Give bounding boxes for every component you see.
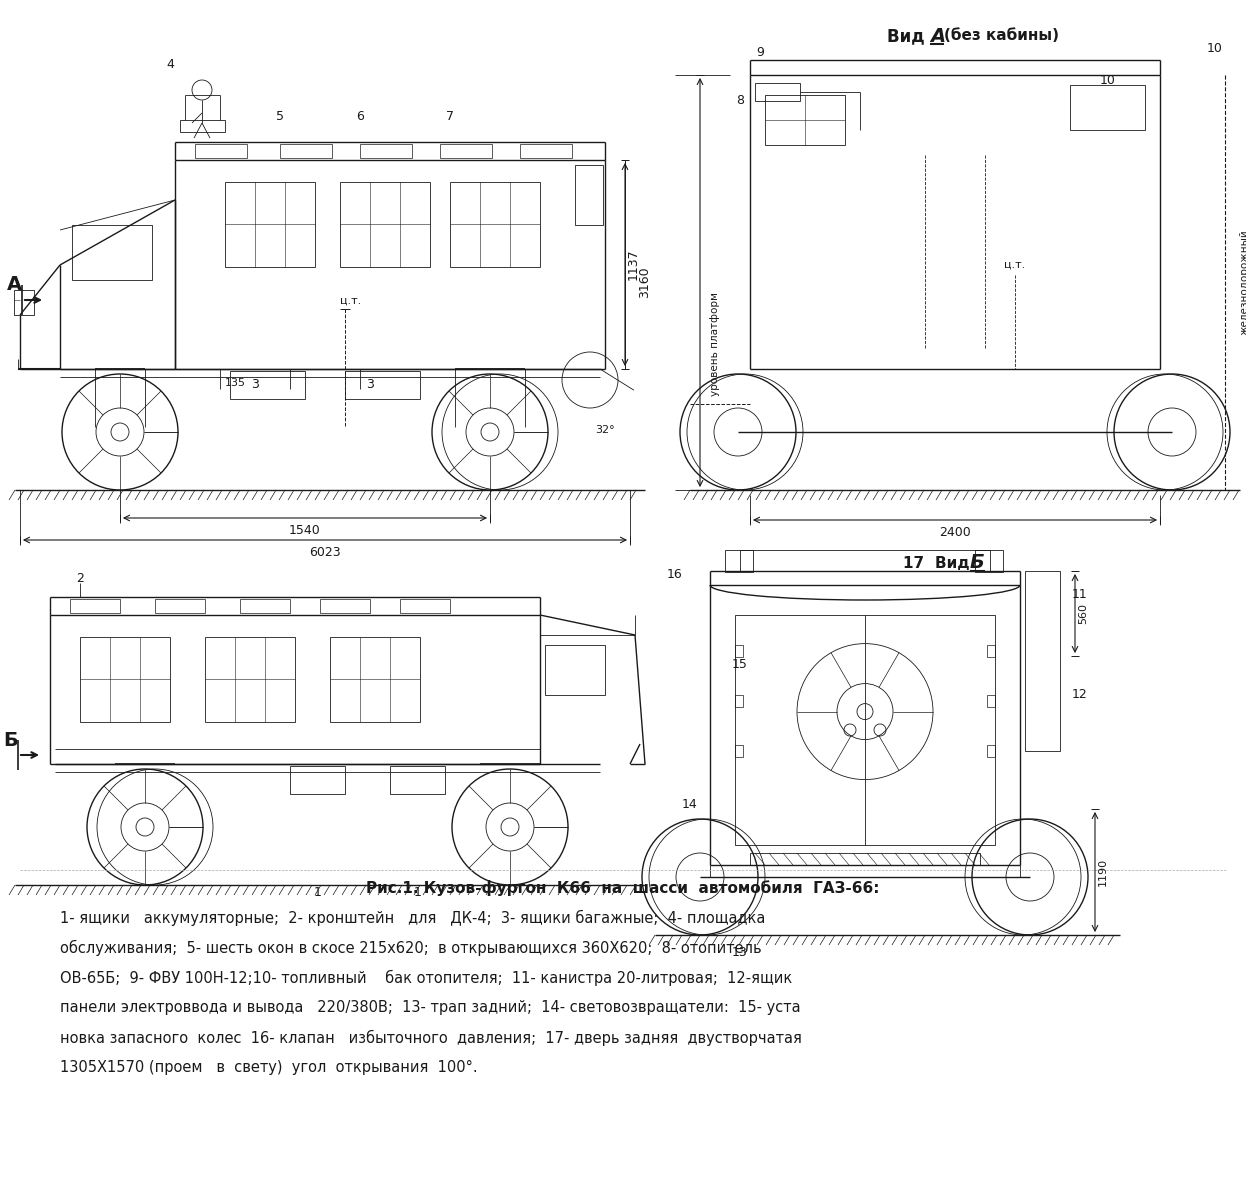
Text: Б: Б <box>969 553 984 572</box>
Text: обслуживания;  5- шесть окон в скосе 215х620;  в открывающихся 360Х620;  8- отоп: обслуживания; 5- шесть окон в скосе 215х… <box>60 940 761 956</box>
Bar <box>179 120 226 132</box>
Bar <box>450 182 540 266</box>
Text: железнодорожный
габарит "02-Т": железнодорожный габарит "02-Т" <box>1240 229 1246 335</box>
Bar <box>765 95 845 145</box>
Text: 1- ящики   аккумуляторные;  2- кронштейн   для   ДК-4;  3- ящики багажные;  4- п: 1- ящики аккумуляторные; 2- кронштейн дл… <box>60 910 765 926</box>
Text: 6: 6 <box>356 110 364 124</box>
Text: 14: 14 <box>682 798 698 811</box>
Text: 1190: 1190 <box>1098 858 1108 886</box>
Text: 560: 560 <box>1078 602 1088 624</box>
Bar <box>735 695 743 707</box>
Bar <box>330 637 420 722</box>
Text: 15: 15 <box>733 659 748 672</box>
Bar <box>72 226 152 280</box>
Bar <box>80 637 169 722</box>
Text: 6023: 6023 <box>309 546 341 558</box>
Text: 11: 11 <box>1072 588 1088 601</box>
Bar <box>231 371 305 398</box>
Text: 135: 135 <box>224 378 245 388</box>
Bar <box>196 144 247 158</box>
Text: 3: 3 <box>250 378 259 391</box>
Bar <box>987 695 996 707</box>
Bar <box>755 83 800 101</box>
Bar <box>725 550 753 572</box>
Bar <box>345 371 420 398</box>
Text: Рис.1. Кузов-фургон  К66  на  шасси  автомобиля  ГАЗ-66:: Рис.1. Кузов-фургон К66 на шасси автомоб… <box>366 880 880 896</box>
Text: А: А <box>7 276 22 294</box>
Text: А: А <box>930 26 946 46</box>
Bar <box>320 599 370 613</box>
Text: 32°: 32° <box>596 425 614 434</box>
Text: 1: 1 <box>414 887 422 900</box>
Bar <box>1070 85 1145 130</box>
Text: 5: 5 <box>277 110 284 124</box>
Bar <box>750 853 981 865</box>
Bar <box>735 614 996 845</box>
Bar <box>390 766 445 794</box>
Bar <box>987 646 996 658</box>
Text: Вид: Вид <box>934 556 974 570</box>
Bar <box>340 182 430 266</box>
Bar <box>360 144 412 158</box>
Text: ц.т.: ц.т. <box>340 296 361 306</box>
Bar <box>735 646 743 658</box>
Text: 16: 16 <box>667 569 683 582</box>
Bar <box>545 646 606 695</box>
Bar <box>14 290 34 314</box>
Text: 10: 10 <box>1207 42 1222 54</box>
Bar <box>290 766 345 794</box>
Bar <box>440 144 492 158</box>
Bar <box>1025 571 1060 751</box>
Text: панели электроввода и вывода   220/380В;  13- трап задний;  14- световозвращател: панели электроввода и вывода 220/380В; 1… <box>60 1000 801 1015</box>
Text: Б: Б <box>4 731 17 750</box>
Text: 1305Х1570 (проем   в  свету)  угол  открывания  100°.: 1305Х1570 (проем в свету) угол открывани… <box>60 1060 477 1075</box>
Text: 1: 1 <box>314 887 321 900</box>
Bar <box>520 144 572 158</box>
Bar <box>155 599 206 613</box>
Text: 10: 10 <box>1100 73 1116 86</box>
Text: 1137: 1137 <box>627 248 639 281</box>
Text: 12: 12 <box>1072 689 1088 702</box>
Bar <box>574 164 603 226</box>
Text: 3160: 3160 <box>638 266 652 299</box>
Text: 3: 3 <box>366 378 374 391</box>
Bar <box>976 550 1003 572</box>
Text: 4: 4 <box>166 59 174 72</box>
Text: 7: 7 <box>446 110 454 124</box>
Bar <box>206 637 295 722</box>
Text: 2400: 2400 <box>939 526 971 539</box>
Text: ц.т.: ц.т. <box>1004 260 1025 270</box>
Text: 1540: 1540 <box>289 523 321 536</box>
Text: 9: 9 <box>756 47 764 60</box>
Text: Вид: Вид <box>887 26 930 44</box>
Bar <box>735 745 743 757</box>
Bar <box>280 144 331 158</box>
Text: ОВ-65Б;  9- ФВУ 100Н-12;10- топливный    бак отопителя;  11- канистра 20-литрова: ОВ-65Б; 9- ФВУ 100Н-12;10- топливный бак… <box>60 970 792 986</box>
Text: новка запасного  колес  16- клапан   избыточного  давления;  17- дверь задняя  д: новка запасного колес 16- клапан избыточ… <box>60 1030 802 1046</box>
Bar <box>70 599 120 613</box>
Text: 17: 17 <box>903 556 934 570</box>
Bar <box>226 182 315 266</box>
Bar <box>987 745 996 757</box>
Bar <box>240 599 290 613</box>
Text: 13: 13 <box>733 947 748 960</box>
Text: (без кабины): (без кабины) <box>944 29 1059 43</box>
Text: уровень платформ: уровень платформ <box>710 292 720 396</box>
Text: 8: 8 <box>736 94 744 107</box>
Text: 2: 2 <box>76 572 83 586</box>
Bar <box>400 599 450 613</box>
